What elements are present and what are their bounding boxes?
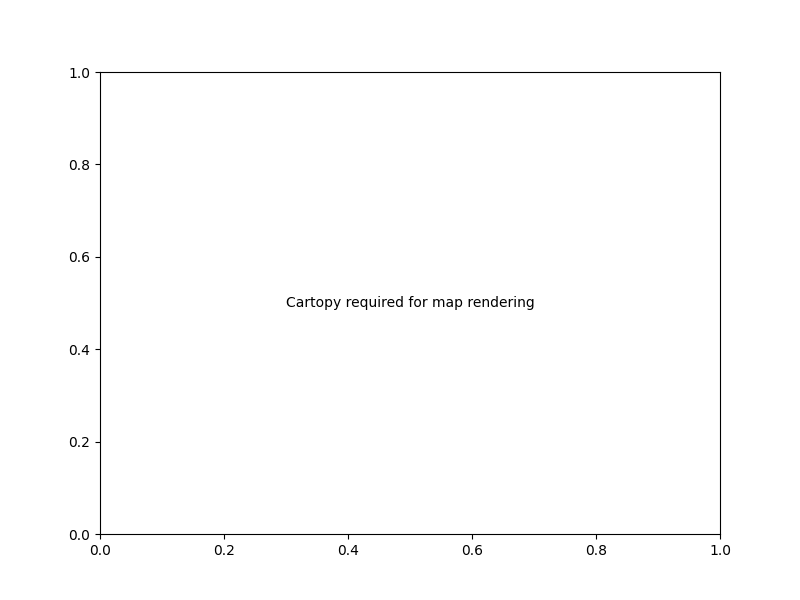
Text: Cartopy required for map rendering: Cartopy required for map rendering — [286, 296, 534, 310]
